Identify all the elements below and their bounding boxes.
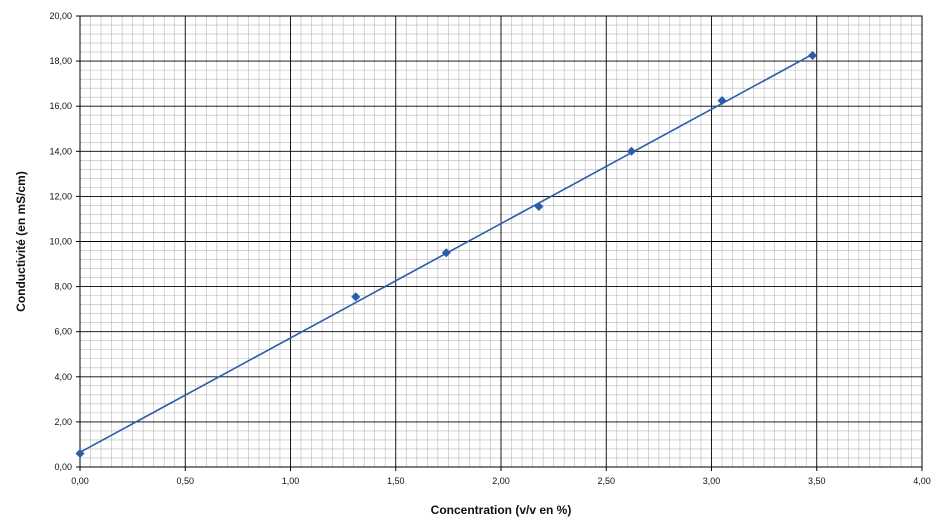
x-tick-label: 1,00 (282, 476, 300, 486)
x-tick-label: 0,00 (71, 476, 89, 486)
y-tick-label: 6,00 (54, 327, 72, 337)
data-point-marker (717, 96, 727, 106)
x-tick-label: 2,00 (492, 476, 510, 486)
y-tick-label: 2,00 (54, 417, 72, 427)
y-tick-label: 10,00 (49, 237, 72, 247)
x-tick-label: 3,50 (808, 476, 826, 486)
x-axis-ticks: 0,00 0,50 1,00 1,50 2,00 2,50 3,00 3,50 4,00 (71, 467, 931, 486)
y-tick-label: 8,00 (54, 282, 72, 292)
data-point-marker (627, 146, 637, 156)
data-point-marker (441, 248, 451, 258)
y-tick-label: 12,00 (49, 191, 72, 201)
x-tick-label: 3,00 (703, 476, 721, 486)
data-points (75, 50, 818, 458)
x-tick-label: 2,50 (597, 476, 615, 486)
data-point-marker (808, 50, 818, 60)
y-tick-label: 16,00 (49, 101, 72, 111)
y-tick-label: 14,00 (49, 146, 72, 156)
x-tick-label: 1,50 (387, 476, 405, 486)
x-tick-label: 4,00 (913, 476, 931, 486)
y-tick-label: 20,00 (49, 11, 72, 21)
y-tick-label: 0,00 (54, 462, 72, 472)
y-tick-label: 18,00 (49, 56, 72, 66)
data-point-marker (534, 202, 544, 212)
data-point-marker (351, 292, 361, 302)
major-gridlines (80, 16, 922, 467)
y-axis-label: Conductivité (en mS/cm) (14, 171, 28, 312)
x-axis-label: Concentration (v/v en %) (431, 503, 572, 517)
x-tick-label: 0,50 (176, 476, 194, 486)
y-tick-label: 4,00 (54, 372, 72, 382)
data-point-marker (75, 448, 85, 458)
y-axis-ticks: 0,00 2,00 4,00 6,00 8,00 10,00 12,00 14,00 16,00… (49, 11, 80, 472)
